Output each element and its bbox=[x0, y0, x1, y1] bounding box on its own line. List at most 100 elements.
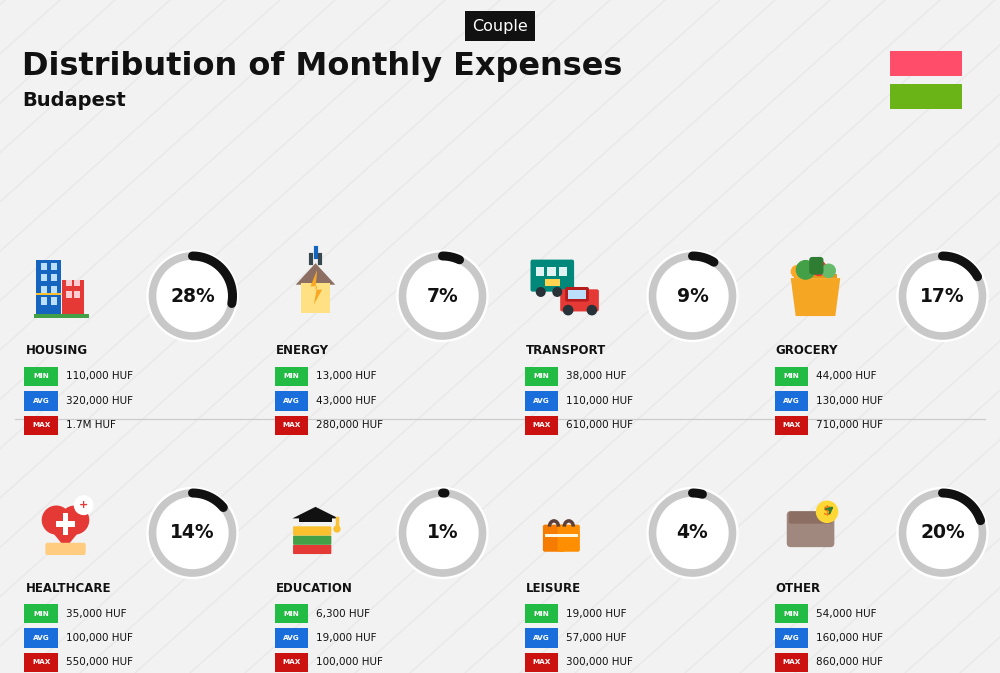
FancyBboxPatch shape bbox=[536, 267, 544, 277]
Text: AVG: AVG bbox=[533, 635, 550, 641]
Text: 7%: 7% bbox=[427, 287, 458, 306]
FancyBboxPatch shape bbox=[274, 367, 308, 386]
Text: 110,000 HUF: 110,000 HUF bbox=[566, 396, 633, 406]
Text: 57,000 HUF: 57,000 HUF bbox=[566, 633, 626, 643]
FancyBboxPatch shape bbox=[774, 604, 808, 623]
Text: 1%: 1% bbox=[427, 524, 458, 542]
FancyBboxPatch shape bbox=[51, 274, 57, 281]
Text: MIN: MIN bbox=[783, 374, 799, 380]
FancyBboxPatch shape bbox=[274, 628, 308, 648]
Circle shape bbox=[791, 266, 803, 277]
FancyBboxPatch shape bbox=[41, 274, 47, 281]
FancyBboxPatch shape bbox=[774, 416, 808, 435]
Text: 100,000 HUF: 100,000 HUF bbox=[316, 658, 383, 668]
FancyBboxPatch shape bbox=[51, 262, 57, 270]
FancyBboxPatch shape bbox=[24, 391, 58, 411]
Circle shape bbox=[553, 287, 562, 296]
FancyBboxPatch shape bbox=[809, 257, 823, 275]
FancyBboxPatch shape bbox=[274, 653, 308, 672]
FancyBboxPatch shape bbox=[41, 286, 47, 293]
FancyBboxPatch shape bbox=[24, 367, 58, 386]
Text: LEISURE: LEISURE bbox=[526, 581, 581, 594]
FancyBboxPatch shape bbox=[560, 534, 578, 536]
FancyBboxPatch shape bbox=[24, 628, 58, 648]
Text: 28%: 28% bbox=[170, 287, 215, 306]
Text: 710,000 HUF: 710,000 HUF bbox=[816, 421, 883, 431]
Text: Budapest: Budapest bbox=[22, 92, 126, 110]
FancyBboxPatch shape bbox=[41, 297, 47, 304]
Polygon shape bbox=[311, 270, 322, 304]
Text: 14%: 14% bbox=[170, 524, 215, 542]
Text: 19,000 HUF: 19,000 HUF bbox=[316, 633, 376, 643]
FancyBboxPatch shape bbox=[558, 525, 580, 552]
FancyBboxPatch shape bbox=[41, 262, 47, 270]
Text: 19,000 HUF: 19,000 HUF bbox=[566, 608, 626, 618]
FancyBboxPatch shape bbox=[524, 367, 558, 386]
FancyBboxPatch shape bbox=[24, 653, 58, 672]
Circle shape bbox=[816, 501, 838, 522]
Circle shape bbox=[61, 506, 89, 534]
Text: MIN: MIN bbox=[783, 610, 799, 616]
Text: 130,000 HUF: 130,000 HUF bbox=[816, 396, 883, 406]
Polygon shape bbox=[42, 520, 89, 548]
FancyBboxPatch shape bbox=[274, 604, 308, 623]
Text: EDUCATION: EDUCATION bbox=[276, 581, 352, 594]
FancyBboxPatch shape bbox=[293, 526, 331, 536]
FancyBboxPatch shape bbox=[45, 543, 86, 555]
Text: Distribution of Monthly Expenses: Distribution of Monthly Expenses bbox=[22, 50, 622, 81]
FancyBboxPatch shape bbox=[545, 279, 560, 286]
FancyBboxPatch shape bbox=[774, 367, 808, 386]
FancyBboxPatch shape bbox=[890, 51, 962, 76]
FancyBboxPatch shape bbox=[524, 416, 558, 435]
Text: AVG: AVG bbox=[33, 635, 50, 641]
Text: MAX: MAX bbox=[282, 423, 300, 429]
Circle shape bbox=[74, 496, 93, 514]
FancyBboxPatch shape bbox=[774, 391, 808, 411]
FancyBboxPatch shape bbox=[299, 517, 332, 522]
Text: AVG: AVG bbox=[283, 398, 300, 404]
Circle shape bbox=[822, 264, 835, 277]
FancyBboxPatch shape bbox=[794, 274, 837, 278]
Text: AVG: AVG bbox=[533, 398, 550, 404]
FancyBboxPatch shape bbox=[74, 291, 80, 298]
FancyBboxPatch shape bbox=[24, 416, 58, 435]
FancyBboxPatch shape bbox=[62, 280, 84, 316]
Circle shape bbox=[647, 487, 738, 579]
FancyBboxPatch shape bbox=[274, 416, 308, 435]
Text: 38,000 HUF: 38,000 HUF bbox=[566, 371, 626, 382]
Text: MIN: MIN bbox=[283, 610, 299, 616]
FancyBboxPatch shape bbox=[789, 511, 832, 524]
Text: HOUSING: HOUSING bbox=[25, 345, 88, 357]
Circle shape bbox=[564, 306, 573, 315]
FancyBboxPatch shape bbox=[524, 653, 558, 672]
FancyBboxPatch shape bbox=[774, 653, 808, 672]
FancyBboxPatch shape bbox=[36, 260, 61, 316]
Text: 550,000 HUF: 550,000 HUF bbox=[66, 658, 133, 668]
Text: AVG: AVG bbox=[33, 398, 50, 404]
FancyBboxPatch shape bbox=[560, 289, 599, 312]
Text: MIN: MIN bbox=[283, 374, 299, 380]
FancyBboxPatch shape bbox=[301, 283, 330, 313]
FancyBboxPatch shape bbox=[545, 534, 563, 536]
Text: 1.7M HUF: 1.7M HUF bbox=[66, 421, 116, 431]
Text: 320,000 HUF: 320,000 HUF bbox=[66, 396, 133, 406]
Text: AVG: AVG bbox=[783, 635, 800, 641]
Text: 280,000 HUF: 280,000 HUF bbox=[316, 421, 383, 431]
Text: 13,000 HUF: 13,000 HUF bbox=[316, 371, 376, 382]
FancyBboxPatch shape bbox=[543, 525, 565, 552]
Text: 44,000 HUF: 44,000 HUF bbox=[816, 371, 876, 382]
Circle shape bbox=[42, 506, 70, 534]
FancyBboxPatch shape bbox=[74, 280, 80, 286]
Circle shape bbox=[897, 487, 988, 579]
FancyBboxPatch shape bbox=[531, 260, 574, 291]
Polygon shape bbox=[296, 263, 335, 285]
Text: MAX: MAX bbox=[782, 423, 800, 429]
Text: MAX: MAX bbox=[32, 423, 50, 429]
FancyBboxPatch shape bbox=[524, 628, 558, 648]
FancyBboxPatch shape bbox=[524, 604, 558, 623]
FancyBboxPatch shape bbox=[568, 290, 586, 299]
FancyBboxPatch shape bbox=[293, 536, 331, 545]
Polygon shape bbox=[791, 278, 840, 316]
Text: 20%: 20% bbox=[920, 524, 965, 542]
Text: 54,000 HUF: 54,000 HUF bbox=[816, 608, 876, 618]
